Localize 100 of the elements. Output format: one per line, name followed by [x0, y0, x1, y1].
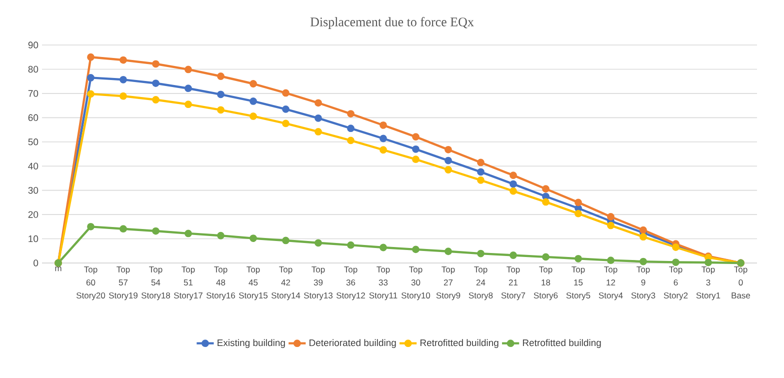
point	[250, 234, 257, 242]
point	[640, 258, 647, 266]
legend-label: Deteriorated building	[310, 339, 396, 348]
point	[282, 105, 290, 113]
x-tick-label: m	[55, 266, 62, 272]
point	[282, 120, 290, 128]
x-tick-label: Top 48 Story16	[206, 266, 236, 300]
x-tick-label: Top 18 Story6	[534, 266, 558, 300]
point	[444, 156, 452, 164]
point	[152, 96, 160, 104]
point	[510, 187, 517, 195]
y-tick-label: 70	[28, 90, 38, 97]
point	[607, 213, 614, 220]
point	[477, 158, 484, 166]
point	[412, 246, 420, 254]
point	[282, 89, 290, 97]
point	[542, 253, 550, 261]
point	[640, 226, 647, 234]
point	[184, 66, 192, 74]
point	[250, 80, 257, 88]
y-tick-label: 30	[28, 186, 38, 194]
x-tick-label: Top 39 Story13	[304, 266, 333, 300]
point	[672, 258, 680, 266]
point	[704, 258, 712, 266]
point	[412, 133, 420, 141]
point	[510, 172, 517, 180]
point	[87, 90, 94, 98]
point	[250, 112, 257, 120]
point	[282, 236, 290, 244]
point	[607, 222, 614, 230]
point	[347, 136, 354, 144]
point	[380, 146, 387, 154]
x-tick-label: Top 21 Story7	[501, 266, 526, 300]
x-tick-label: Top 9 Story3	[631, 266, 656, 300]
point	[510, 180, 517, 188]
x-tick-label: Top 15 Story5	[566, 266, 590, 300]
x-tick-label: Top 12 Story4	[598, 266, 623, 300]
point	[120, 56, 127, 64]
y-tick-label: 80	[28, 66, 38, 73]
point	[510, 252, 517, 259]
point	[87, 74, 94, 82]
point	[217, 90, 224, 98]
point	[347, 124, 354, 132]
point	[152, 80, 160, 87]
point	[542, 192, 550, 200]
x-tick-label: Top 0 Base	[732, 266, 750, 298]
point	[120, 225, 127, 233]
point	[380, 121, 387, 129]
point	[444, 248, 452, 256]
x-tick-label: Top 27 Story9	[436, 266, 460, 300]
legend-label: Retrofitted building	[420, 339, 498, 348]
point	[477, 176, 484, 184]
point	[444, 146, 452, 154]
point	[412, 156, 420, 164]
point	[347, 241, 354, 249]
legend-label: Existing building	[218, 339, 285, 348]
point	[574, 198, 582, 206]
x-tick-label: Top 24 Story8	[468, 266, 493, 300]
point	[152, 227, 160, 235]
point	[314, 239, 322, 247]
point	[184, 100, 192, 108]
y-tick-label: 0	[34, 260, 38, 266]
point	[87, 222, 94, 230]
point	[380, 244, 387, 252]
point	[607, 256, 614, 264]
x-tick-label: Top 42 Story14	[272, 266, 300, 300]
point	[574, 210, 582, 218]
point	[152, 60, 160, 68]
legend-label: Retrofitted building	[522, 339, 601, 348]
x-tick-label: Top 6 Story2	[664, 266, 688, 300]
point	[217, 106, 224, 114]
point	[217, 72, 224, 80]
point	[574, 254, 582, 262]
point	[412, 145, 420, 153]
x-tick-label: Top 30 Story10	[402, 266, 430, 300]
y-tick-label: 20	[28, 211, 38, 218]
chart-title: Displacement due to force EQx	[310, 17, 474, 29]
point	[477, 250, 484, 258]
point	[217, 232, 224, 240]
point	[314, 114, 322, 122]
point	[347, 110, 354, 118]
x-tick-label: Top 3 Story1	[696, 266, 720, 300]
point	[477, 168, 484, 176]
x-tick-label: Top 36 Story12	[336, 266, 365, 300]
point	[380, 134, 387, 142]
point	[184, 84, 192, 92]
point	[542, 185, 550, 193]
x-tick-label: Top 33 Story11	[369, 266, 398, 300]
y-tick-label: 60	[28, 114, 38, 122]
x-tick-label: Top 51 Story17	[174, 266, 202, 300]
point	[640, 233, 647, 241]
point	[314, 128, 322, 136]
point	[87, 53, 94, 61]
point	[120, 76, 127, 84]
y-tick-label: 40	[28, 162, 38, 170]
point	[184, 230, 192, 238]
point	[314, 99, 322, 107]
x-tick-label: Top 60 Story20	[76, 266, 106, 300]
x-tick-label: Top 54 Story18	[142, 266, 170, 300]
y-tick-label: 10	[28, 235, 38, 242]
